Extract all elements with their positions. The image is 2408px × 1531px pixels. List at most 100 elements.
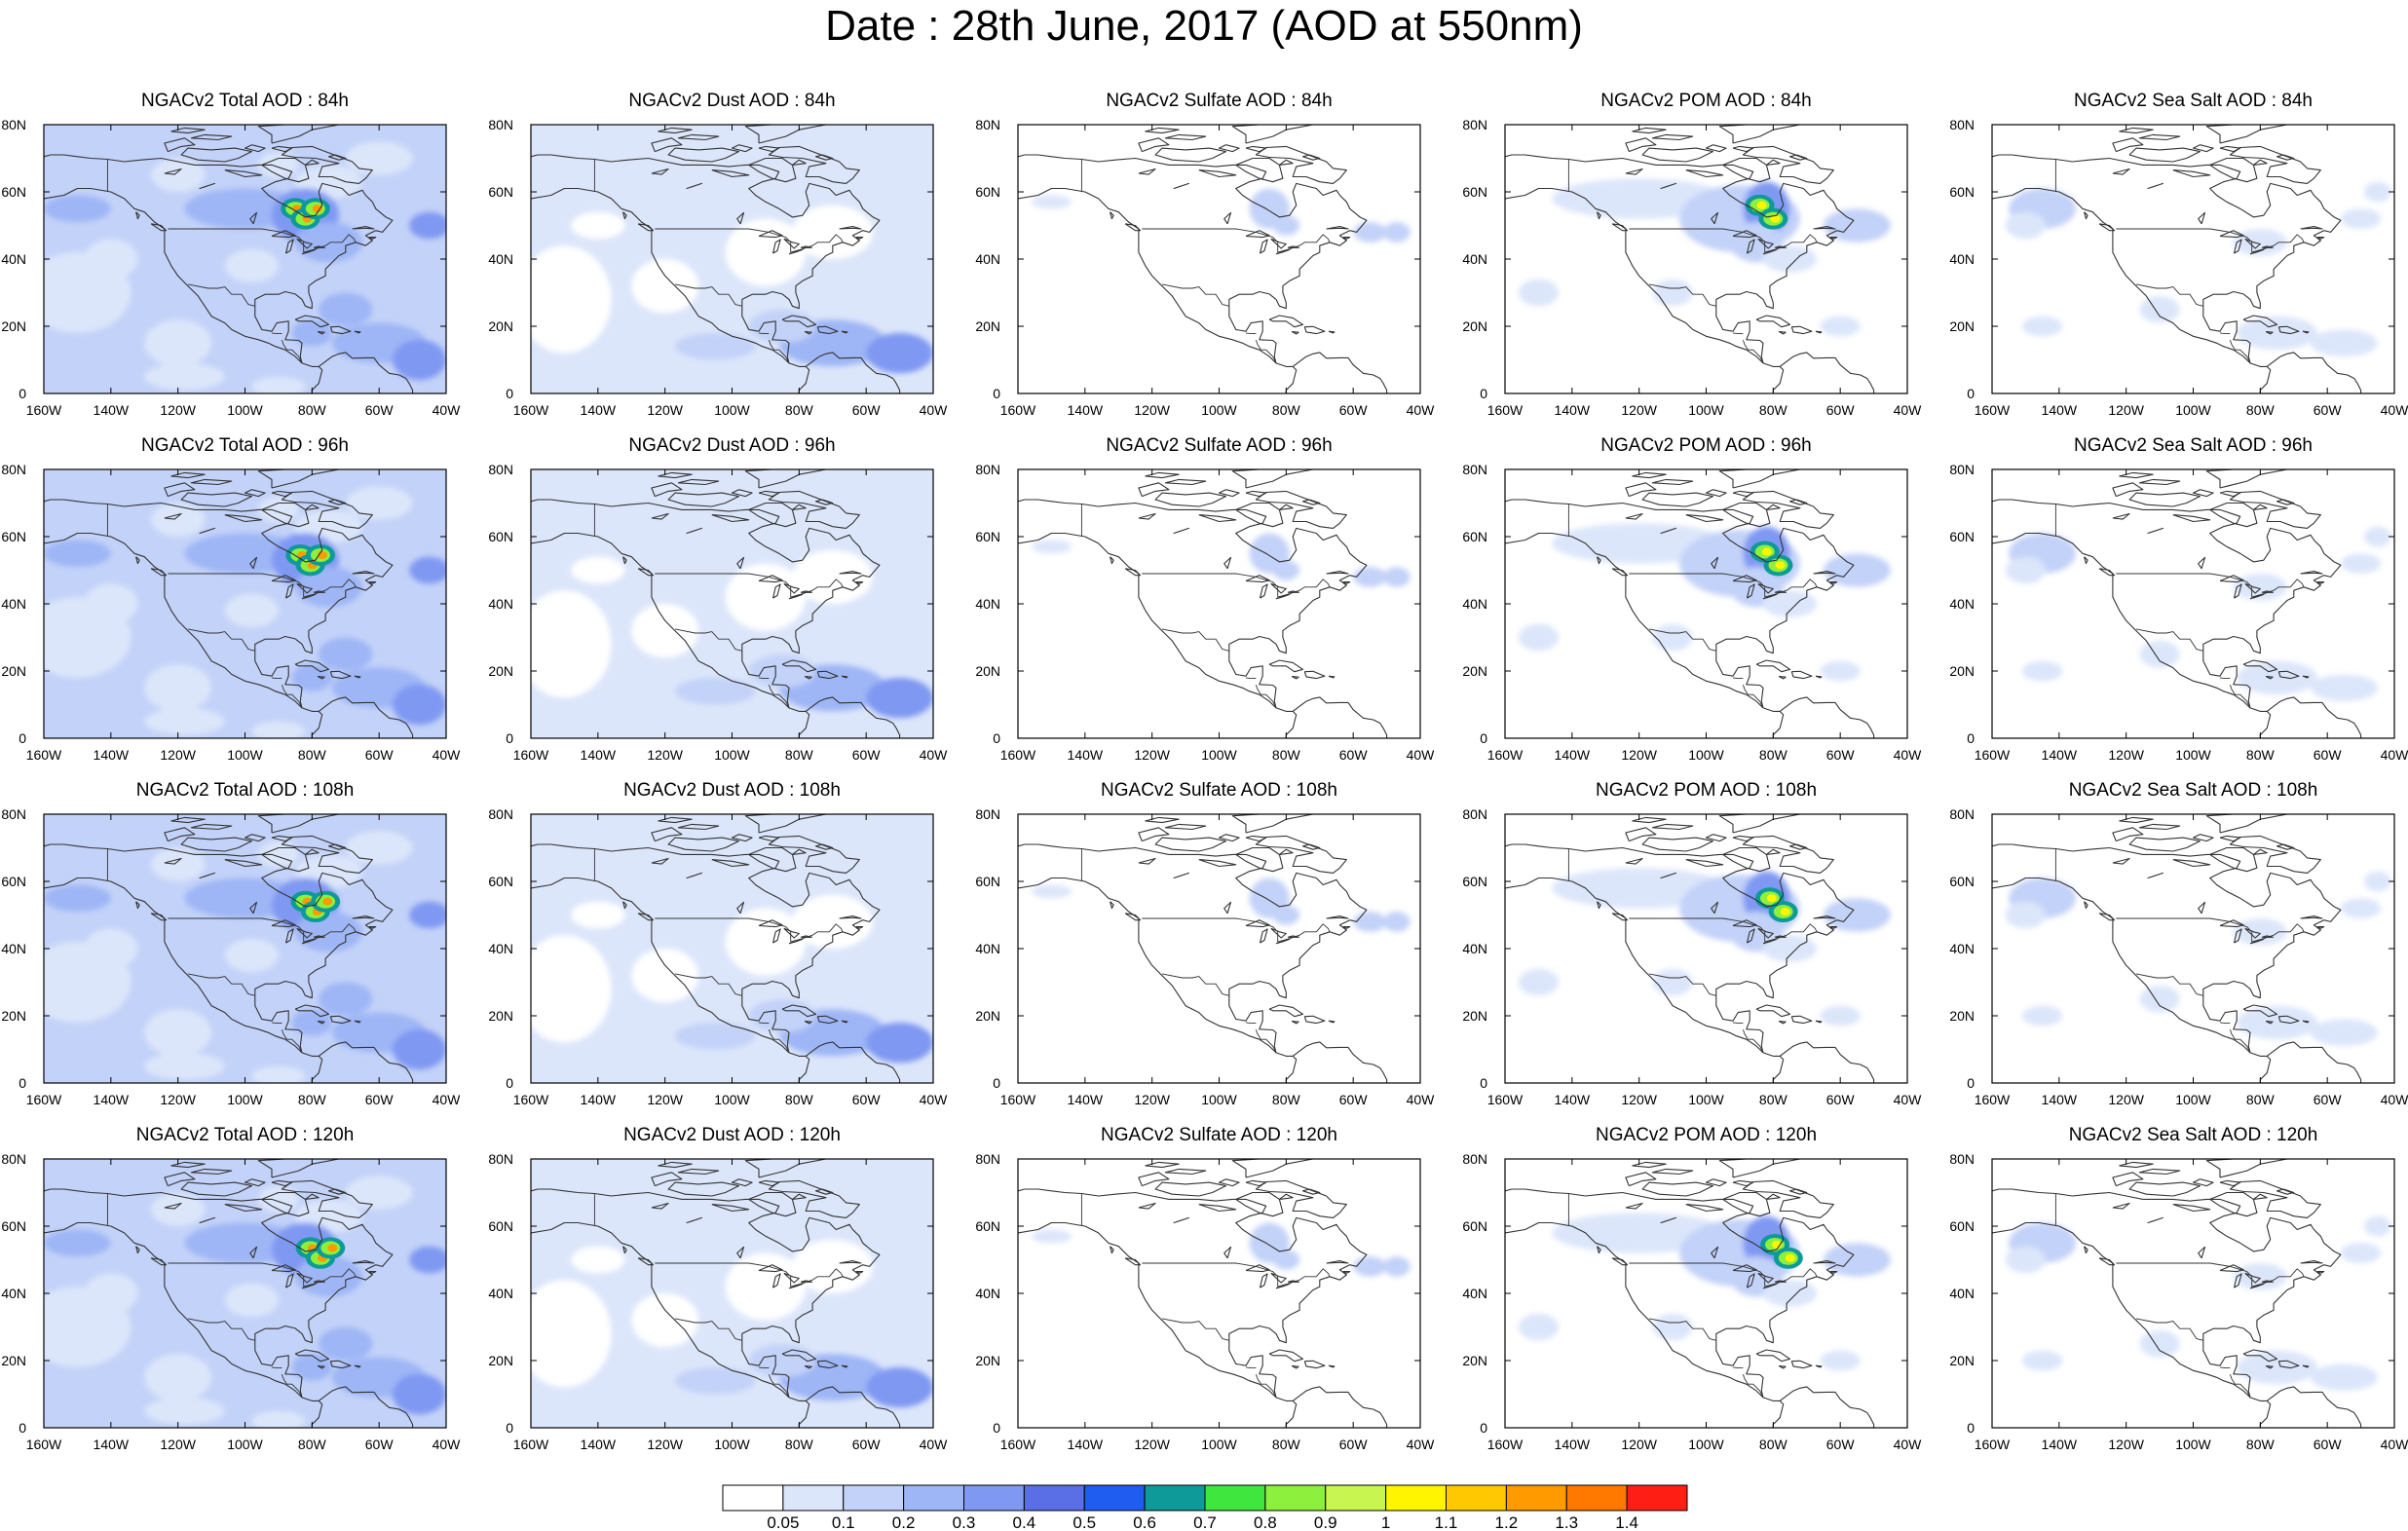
coastline [1245, 145, 1267, 153]
y-tick-label: 60N [1, 529, 26, 544]
lake-outline [1746, 583, 1755, 599]
coastline [180, 147, 252, 163]
aod-contour-patch [291, 319, 332, 347]
coastline [1164, 133, 1207, 141]
coastline [781, 1004, 817, 1018]
coastline [164, 137, 196, 153]
coastline [1218, 834, 1240, 842]
coastline [1164, 1168, 1207, 1176]
coastline [1231, 814, 1314, 834]
lake-outline [1173, 1216, 1190, 1224]
coastline [1303, 1015, 1326, 1025]
coastline [1766, 1193, 1781, 1200]
country-border [2229, 1028, 2251, 1054]
coastline [741, 306, 790, 364]
x-tick-label: 80W [1272, 747, 1301, 763]
coastline [1705, 1178, 1727, 1187]
coastline [135, 1246, 140, 1254]
coastline [1778, 675, 1787, 680]
coastline [841, 1020, 848, 1024]
coastline [741, 651, 790, 709]
coastline [1718, 1159, 1801, 1178]
coastline [1326, 570, 1349, 575]
x-tick-label: 100W [2175, 1437, 2211, 1452]
lake-outline [1711, 1246, 1719, 1259]
aod-contour-patch [224, 593, 279, 628]
coastline [792, 848, 807, 855]
country-border [758, 1366, 770, 1369]
coastline [1715, 306, 1764, 364]
coastline [2219, 1179, 2241, 1187]
lake-outline [284, 1273, 294, 1288]
country-border [1629, 1262, 1818, 1288]
y-tick-label: 20N [1462, 1008, 1487, 1024]
lake-outline [1173, 182, 1190, 190]
coastline [2119, 127, 2154, 134]
lake-outline [1732, 575, 1757, 583]
aod-contour-patch [1518, 623, 1560, 652]
coastline [2098, 1257, 2116, 1266]
aod-contour-patch [409, 901, 446, 929]
coastline [2119, 471, 2154, 479]
aod-hotspot-core [312, 205, 322, 213]
y-tick-label: 20N [975, 1353, 1000, 1368]
lake-outline [783, 238, 800, 249]
aod-contour-patch [866, 1022, 933, 1064]
lake-outline [199, 182, 216, 190]
coastline [1198, 1204, 1237, 1213]
coastline [2276, 1188, 2295, 1195]
coastline [1342, 237, 1351, 240]
coastline [1145, 127, 1180, 134]
aod-contour-patch [144, 1009, 212, 1057]
coastline [244, 489, 266, 498]
coastline [354, 1364, 361, 1368]
aod-contour-patch [345, 831, 413, 865]
x-tick-label: 60W [2314, 1437, 2343, 1452]
coastline [305, 159, 320, 166]
y-tick-label: 60N [488, 184, 513, 200]
country-border [2219, 332, 2231, 335]
panel-title: NGACv2 Dust AOD : 96h [628, 435, 836, 456]
coastline [257, 125, 340, 144]
coastline [2316, 1271, 2325, 1274]
coastline [254, 651, 303, 709]
coastline [1292, 1386, 1388, 1428]
country-border [168, 228, 357, 253]
coastline [1597, 901, 1601, 910]
map-plot: 160W 140W 120W 100W 80W 60W 40W 0 20N 40N 60N 80N [975, 806, 1435, 1107]
colorbar-label: 1.2 [1495, 1513, 1519, 1530]
coastline [1291, 1020, 1299, 1025]
coastline [2128, 1181, 2201, 1197]
aod-contour-patch [1031, 195, 1072, 209]
coastline [1779, 1041, 1875, 1083]
aod-contour-patch [44, 1229, 111, 1257]
coastline [1766, 159, 1781, 166]
coastline [294, 1349, 330, 1363]
x-tick-label: 80W [1272, 402, 1301, 418]
aod-contour-patch [674, 1022, 756, 1050]
lake-outline [788, 593, 804, 600]
map-plot: 160W 140W 120W 100W 80W 60W 40W 0 20N 40N 60N 80N [1, 462, 461, 763]
coastline [816, 1015, 839, 1025]
coastline [135, 556, 140, 565]
x-tick-label: 80W [1759, 747, 1788, 763]
coastline [1992, 877, 2272, 1083]
x-tick-label: 60W [365, 1092, 395, 1107]
lake-outline [788, 938, 804, 945]
aod-contour-patch [571, 901, 625, 929]
coastline [805, 1041, 901, 1083]
aod-background-field [1505, 125, 1907, 393]
colorbar-swatch [1144, 1484, 1206, 1512]
coastline [1301, 843, 1321, 850]
lake-outline [783, 582, 800, 594]
aod-contour-patch [345, 486, 413, 520]
x-tick-label: 160W [1975, 1092, 2011, 1107]
coastline [814, 499, 834, 505]
country-border [1255, 684, 1277, 709]
y-tick-label: 80N [1462, 117, 1487, 132]
coastline [2128, 147, 2201, 163]
coastline [2229, 835, 2321, 874]
x-tick-label: 40W [920, 1437, 949, 1452]
coastline [318, 1041, 414, 1083]
lake-outline [1259, 928, 1268, 944]
